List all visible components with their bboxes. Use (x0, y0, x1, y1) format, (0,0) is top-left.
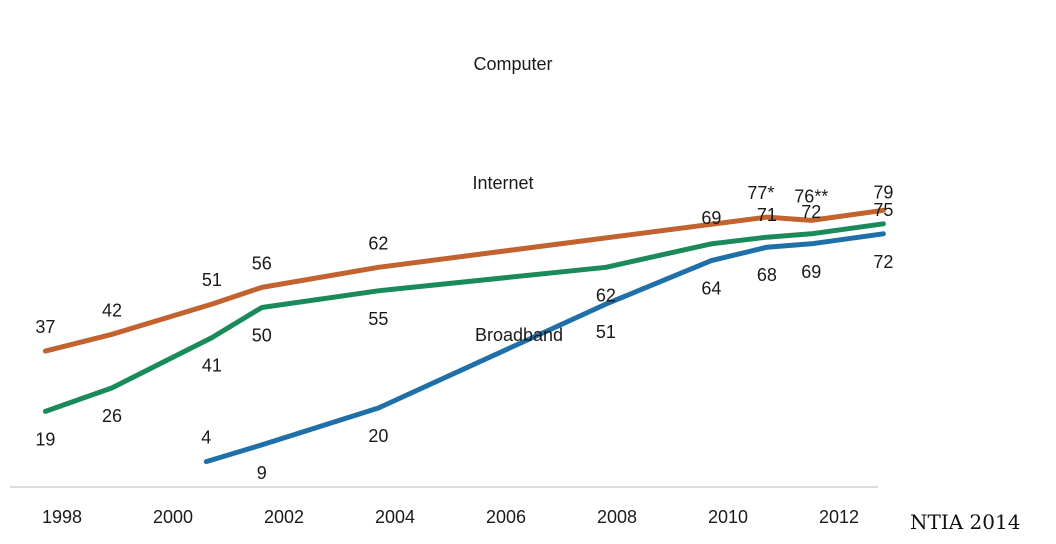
computer-data-label: 56 (252, 253, 272, 273)
x-tick-label: 2006 (486, 507, 526, 527)
x-axis-ticks: 1998 2000 2002 2004 2006 2008 2010 2012 (42, 507, 859, 527)
computer-data-label: 37 (35, 317, 55, 337)
x-tick-label: 2004 (375, 507, 415, 527)
internet-data-label: 72 (801, 202, 821, 222)
broadband-series-line (203, 231, 886, 465)
x-tick-label: 2008 (597, 507, 637, 527)
x-tick-label: 1998 (42, 507, 82, 527)
computer-data-label: 42 (102, 300, 122, 320)
broadband-data-label: 9 (257, 463, 267, 483)
series-labels: Computer Internet Broadband (472, 54, 563, 345)
broadband-data-label: 4 (201, 428, 211, 448)
broadband-data-label: 64 (701, 279, 721, 299)
computer-data-label: 62 (368, 233, 388, 253)
internet-data-label: 69 (701, 208, 721, 228)
series-lines (42, 207, 886, 465)
broadband-data-label: 51 (596, 322, 616, 342)
source-label: NTIA 2014 (910, 510, 1021, 534)
broadband-data-label: 20 (368, 426, 388, 446)
computer-data-label: 77* (747, 183, 774, 203)
internet-series-label: Internet (472, 173, 533, 193)
internet-data-label: 71 (757, 205, 777, 225)
data-labels: 37 42 51 56 62 77* 76** 79 19 26 41 50 55 62 69 71 72 75 4… (35, 182, 893, 483)
internet-data-label: 41 (202, 356, 222, 376)
internet-data-label: 75 (873, 200, 893, 220)
internet-data-label: 50 (252, 326, 272, 346)
x-tick-label: 2012 (819, 507, 859, 527)
broadband-data-label: 68 (757, 265, 777, 285)
broadband-series-label: Broadband (475, 325, 563, 345)
computer-data-label: 79 (873, 182, 893, 202)
broadband-data-label: 72 (873, 252, 893, 272)
broadband-data-label: 69 (801, 262, 821, 282)
internet-data-label: 26 (102, 406, 122, 426)
computer-series-line (42, 207, 886, 354)
x-tick-label: 2010 (708, 507, 748, 527)
x-tick-label: 2000 (153, 507, 193, 527)
computer-data-label: 76** (794, 186, 828, 206)
x-tick-label: 2002 (264, 507, 304, 527)
computer-data-label: 51 (202, 270, 222, 290)
computer-series-label: Computer (473, 54, 552, 74)
internet-data-label: 19 (35, 429, 55, 449)
internet-data-label: 55 (368, 309, 388, 329)
internet-data-label: 62 (596, 285, 616, 305)
internet-series-line (42, 221, 886, 414)
